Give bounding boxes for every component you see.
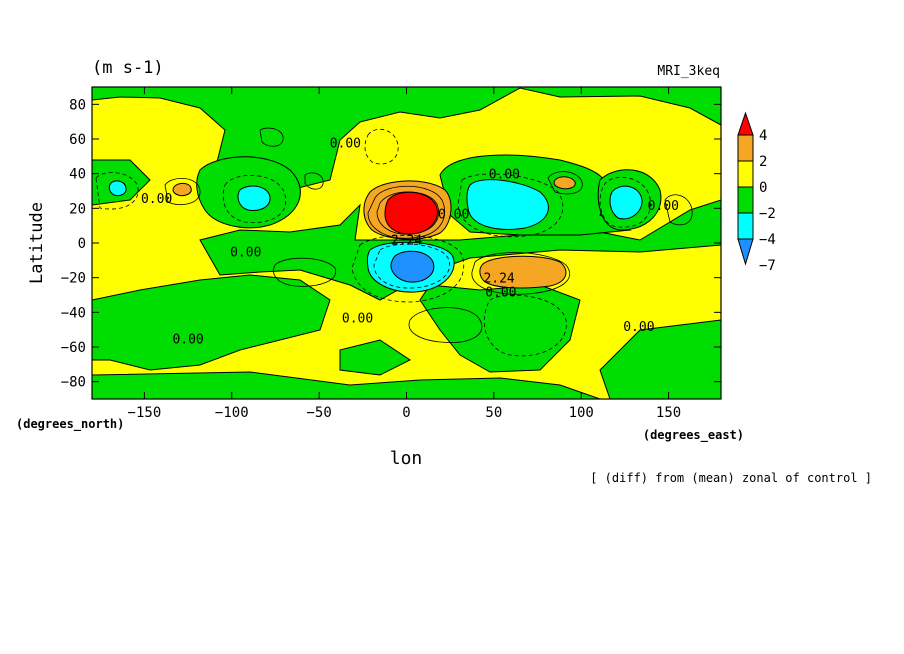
x-tick-label: −100 bbox=[215, 405, 249, 421]
unit-label: (m s-1) bbox=[92, 58, 164, 78]
colorbar-label: −2 bbox=[759, 206, 776, 222]
x-tick-label: 50 bbox=[485, 405, 502, 421]
colorbar: 4 2 0 −2 −4 −7 bbox=[737, 111, 776, 274]
green-region-south-far-east bbox=[599, 319, 721, 399]
orange-region-west-small bbox=[172, 182, 192, 197]
green-region-equator-band bbox=[199, 199, 721, 301]
y-tick-label: 80 bbox=[69, 97, 86, 113]
solid-contour-1 bbox=[367, 185, 446, 239]
solid-contour-6 bbox=[259, 127, 284, 147]
y-tick-label: −60 bbox=[61, 340, 86, 356]
contour-label: 0.00 bbox=[623, 320, 654, 335]
y-tick-label: −20 bbox=[61, 271, 86, 287]
dashed-contour-5 bbox=[95, 172, 139, 210]
contour-label: 0.00 bbox=[485, 286, 516, 301]
contour-label: 0.00 bbox=[648, 199, 679, 214]
colorbar-label: 2 bbox=[759, 154, 767, 170]
green-region-south-polar bbox=[92, 371, 601, 399]
colorbar-segment bbox=[737, 160, 754, 188]
colorbar-segment bbox=[737, 134, 754, 162]
x-axis-title: lon bbox=[390, 448, 423, 469]
dashed-contour-4 bbox=[222, 175, 287, 223]
dashed-contour-8 bbox=[364, 128, 399, 165]
y-tick-label: −40 bbox=[61, 305, 86, 321]
solid-contour-7 bbox=[304, 172, 324, 190]
dashed-contour-1 bbox=[373, 243, 450, 289]
solid-contour-2 bbox=[376, 191, 439, 235]
solid-contour-8 bbox=[408, 307, 483, 343]
contour-label: 0.00 bbox=[489, 168, 520, 183]
colorbar-top-arrow bbox=[737, 111, 754, 136]
solid-contour-9 bbox=[273, 257, 337, 287]
x-axis-units: (degrees_east) bbox=[643, 428, 744, 443]
colorbar-label: 0 bbox=[759, 180, 767, 196]
y-axis-units: (degrees_north) bbox=[16, 417, 124, 432]
green-region-south-mid bbox=[339, 339, 411, 376]
contour-label: 0.00 bbox=[330, 136, 361, 151]
cyan-region-east-small bbox=[609, 185, 643, 220]
y-tick-label: 0 bbox=[78, 236, 86, 252]
plot-area bbox=[92, 87, 721, 399]
contour-label: 2.24 bbox=[391, 234, 422, 249]
cyan-region-west-small bbox=[237, 185, 271, 211]
orange-region-east-small bbox=[553, 176, 576, 190]
y-axis-title: Latitude bbox=[27, 202, 47, 284]
contour-label: 0.00 bbox=[342, 312, 373, 327]
solid-contours bbox=[164, 127, 693, 343]
x-tick-label: 100 bbox=[569, 405, 594, 421]
blue-core bbox=[390, 250, 435, 283]
dashed-contours bbox=[95, 128, 651, 357]
dashed-contour-3 bbox=[457, 173, 564, 238]
contour-label: 0.00 bbox=[230, 246, 261, 261]
solid-contour-4 bbox=[164, 178, 201, 206]
solid-contour-5 bbox=[547, 171, 583, 195]
contour-label: 0.00 bbox=[141, 192, 172, 207]
colorbar-label: 4 bbox=[759, 128, 767, 144]
contour-labels: 0.00 0.00 0.00 0.00 0.00 0.00 0.00 0.00 0.00 0.00… bbox=[141, 136, 679, 347]
solid-contour-3 bbox=[471, 252, 571, 295]
model-label: MRI_3keq bbox=[657, 64, 720, 79]
orange-region-south-east-band bbox=[479, 255, 567, 289]
colorbar-label: −7 bbox=[759, 258, 776, 274]
contour-label: 0.00 bbox=[438, 208, 469, 223]
colorbar-segment bbox=[737, 186, 754, 214]
y-tick-label: 60 bbox=[69, 132, 86, 148]
cyan-region-north-east bbox=[466, 179, 549, 230]
dashed-contour-2 bbox=[351, 235, 464, 303]
colorbar-segment bbox=[737, 212, 754, 240]
green-region-south-west bbox=[92, 274, 331, 371]
contour-label: 0.00 bbox=[172, 332, 203, 347]
cyan-region-far-west bbox=[108, 180, 127, 197]
x-tick-label: 150 bbox=[656, 405, 681, 421]
y-tick-label: 20 bbox=[69, 201, 86, 217]
solid-contour-10 bbox=[664, 194, 693, 226]
red-core bbox=[384, 191, 438, 235]
x-tick-label: 0 bbox=[402, 405, 410, 421]
y-tick-label: 40 bbox=[69, 167, 86, 183]
footnote: [ (diff) from (mean) zonal of control ] bbox=[590, 471, 872, 485]
y-tick-label: −80 bbox=[61, 375, 86, 391]
axis-ticks: −150 −100 −50 0 50 100 150 −80 −60 −40 −20 0 20 40 60 8… bbox=[61, 87, 721, 421]
colorbar-label: −4 bbox=[759, 232, 776, 248]
contour-label: 2.24 bbox=[483, 272, 514, 287]
colorbar-bottom-arrow bbox=[737, 238, 754, 266]
x-tick-label: −150 bbox=[128, 405, 162, 421]
x-tick-label: −50 bbox=[306, 405, 331, 421]
